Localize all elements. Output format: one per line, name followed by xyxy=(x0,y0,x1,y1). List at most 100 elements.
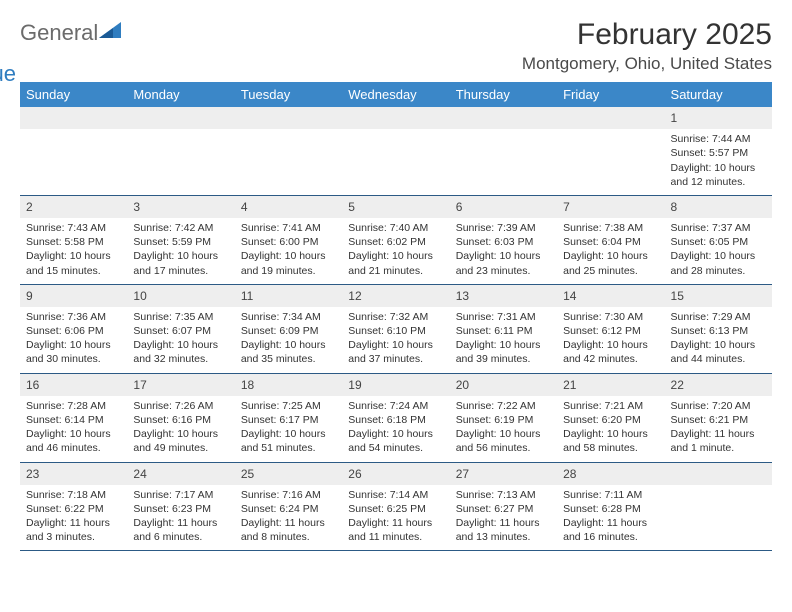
sunrise-text: Sunrise: 7:20 AM xyxy=(671,399,766,413)
daylight-line2: and 42 minutes. xyxy=(563,352,658,366)
daylight-line1: Daylight: 11 hours xyxy=(133,516,228,530)
logo-triangle-icon xyxy=(99,22,121,38)
sunset-text: Sunset: 6:05 PM xyxy=(671,235,766,249)
day-cell: 6Sunrise: 7:39 AMSunset: 6:03 PMDaylight… xyxy=(450,196,557,284)
day-cell: 21Sunrise: 7:21 AMSunset: 6:20 PMDayligh… xyxy=(557,374,664,462)
sunrise-text: Sunrise: 7:21 AM xyxy=(563,399,658,413)
daylight-line2: and 6 minutes. xyxy=(133,530,228,544)
day-cell xyxy=(557,107,664,195)
day-number xyxy=(450,107,557,129)
day-cell: 3Sunrise: 7:42 AMSunset: 5:59 PMDaylight… xyxy=(127,196,234,284)
sunset-text: Sunset: 6:04 PM xyxy=(563,235,658,249)
sunrise-text: Sunrise: 7:42 AM xyxy=(133,221,228,235)
sunset-text: Sunset: 6:21 PM xyxy=(671,413,766,427)
daylight-line1: Daylight: 10 hours xyxy=(133,338,228,352)
daylight-line1: Daylight: 10 hours xyxy=(563,249,658,263)
day-cell: 19Sunrise: 7:24 AMSunset: 6:18 PMDayligh… xyxy=(342,374,449,462)
daylight-line2: and 19 minutes. xyxy=(241,264,336,278)
day-number: 20 xyxy=(450,374,557,396)
day-number: 21 xyxy=(557,374,664,396)
day-number: 5 xyxy=(342,196,449,218)
sunrise-text: Sunrise: 7:38 AM xyxy=(563,221,658,235)
day-body: Sunrise: 7:17 AMSunset: 6:23 PMDaylight:… xyxy=(127,485,234,551)
day-cell: 13Sunrise: 7:31 AMSunset: 6:11 PMDayligh… xyxy=(450,285,557,373)
daylight-line1: Daylight: 11 hours xyxy=(563,516,658,530)
sunrise-text: Sunrise: 7:32 AM xyxy=(348,310,443,324)
sunrise-text: Sunrise: 7:39 AM xyxy=(456,221,551,235)
day-cell xyxy=(342,107,449,195)
logo-word2: Blue xyxy=(0,61,16,86)
day-body: Sunrise: 7:25 AMSunset: 6:17 PMDaylight:… xyxy=(235,396,342,462)
day-body: Sunrise: 7:38 AMSunset: 6:04 PMDaylight:… xyxy=(557,218,664,284)
daylight-line2: and 39 minutes. xyxy=(456,352,551,366)
day-cell: 27Sunrise: 7:13 AMSunset: 6:27 PMDayligh… xyxy=(450,463,557,551)
day-body: Sunrise: 7:13 AMSunset: 6:27 PMDaylight:… xyxy=(450,485,557,551)
sunset-text: Sunset: 6:27 PM xyxy=(456,502,551,516)
day-cell: 7Sunrise: 7:38 AMSunset: 6:04 PMDaylight… xyxy=(557,196,664,284)
daylight-line1: Daylight: 10 hours xyxy=(671,249,766,263)
sunrise-text: Sunrise: 7:41 AM xyxy=(241,221,336,235)
sunset-text: Sunset: 6:24 PM xyxy=(241,502,336,516)
daylight-line2: and 28 minutes. xyxy=(671,264,766,278)
sunset-text: Sunset: 6:14 PM xyxy=(26,413,121,427)
day-cell: 20Sunrise: 7:22 AMSunset: 6:19 PMDayligh… xyxy=(450,374,557,462)
daylight-line1: Daylight: 10 hours xyxy=(348,249,443,263)
title-block: February 2025 Montgomery, Ohio, United S… xyxy=(522,18,772,74)
logo-word1: General xyxy=(20,20,98,45)
daylight-line1: Daylight: 10 hours xyxy=(456,338,551,352)
sunrise-text: Sunrise: 7:25 AM xyxy=(241,399,336,413)
daylight-line2: and 21 minutes. xyxy=(348,264,443,278)
sunset-text: Sunset: 6:12 PM xyxy=(563,324,658,338)
day-body: Sunrise: 7:21 AMSunset: 6:20 PMDaylight:… xyxy=(557,396,664,462)
day-cell: 9Sunrise: 7:36 AMSunset: 6:06 PMDaylight… xyxy=(20,285,127,373)
daylight-line1: Daylight: 10 hours xyxy=(456,427,551,441)
daylight-line1: Daylight: 10 hours xyxy=(241,427,336,441)
day-number xyxy=(557,107,664,129)
daylight-line2: and 16 minutes. xyxy=(563,530,658,544)
day-cell: 25Sunrise: 7:16 AMSunset: 6:24 PMDayligh… xyxy=(235,463,342,551)
month-title: February 2025 xyxy=(522,18,772,52)
day-cell: 2Sunrise: 7:43 AMSunset: 5:58 PMDaylight… xyxy=(20,196,127,284)
day-number: 9 xyxy=(20,285,127,307)
sunrise-text: Sunrise: 7:28 AM xyxy=(26,399,121,413)
day-number: 4 xyxy=(235,196,342,218)
day-body: Sunrise: 7:34 AMSunset: 6:09 PMDaylight:… xyxy=(235,307,342,373)
day-cell: 1Sunrise: 7:44 AMSunset: 5:57 PMDaylight… xyxy=(665,107,772,195)
day-cell: 16Sunrise: 7:28 AMSunset: 6:14 PMDayligh… xyxy=(20,374,127,462)
sunset-text: Sunset: 6:06 PM xyxy=(26,324,121,338)
day-cell: 8Sunrise: 7:37 AMSunset: 6:05 PMDaylight… xyxy=(665,196,772,284)
sunset-text: Sunset: 5:59 PM xyxy=(133,235,228,249)
daylight-line2: and 46 minutes. xyxy=(26,441,121,455)
day-cell xyxy=(450,107,557,195)
day-body: Sunrise: 7:16 AMSunset: 6:24 PMDaylight:… xyxy=(235,485,342,551)
day-number: 6 xyxy=(450,196,557,218)
daylight-line1: Daylight: 10 hours xyxy=(563,338,658,352)
sunrise-text: Sunrise: 7:36 AM xyxy=(26,310,121,324)
day-number xyxy=(235,107,342,129)
daylight-line2: and 3 minutes. xyxy=(26,530,121,544)
sunset-text: Sunset: 6:23 PM xyxy=(133,502,228,516)
day-body: Sunrise: 7:31 AMSunset: 6:11 PMDaylight:… xyxy=(450,307,557,373)
daylight-line1: Daylight: 10 hours xyxy=(456,249,551,263)
daylight-line2: and 58 minutes. xyxy=(563,441,658,455)
day-body: Sunrise: 7:22 AMSunset: 6:19 PMDaylight:… xyxy=(450,396,557,462)
day-body: Sunrise: 7:20 AMSunset: 6:21 PMDaylight:… xyxy=(665,396,772,462)
sunrise-text: Sunrise: 7:13 AM xyxy=(456,488,551,502)
location: Montgomery, Ohio, United States xyxy=(522,54,772,74)
day-number: 23 xyxy=(20,463,127,485)
daylight-line1: Daylight: 10 hours xyxy=(671,338,766,352)
day-number xyxy=(665,463,772,485)
sunset-text: Sunset: 6:18 PM xyxy=(348,413,443,427)
daylight-line1: Daylight: 10 hours xyxy=(563,427,658,441)
sunset-text: Sunset: 6:00 PM xyxy=(241,235,336,249)
day-body: Sunrise: 7:11 AMSunset: 6:28 PMDaylight:… xyxy=(557,485,664,551)
day-number xyxy=(20,107,127,129)
daylight-line1: Daylight: 11 hours xyxy=(671,427,766,441)
weekday-monday: Monday xyxy=(127,82,234,107)
day-number: 14 xyxy=(557,285,664,307)
day-number: 7 xyxy=(557,196,664,218)
day-cell: 12Sunrise: 7:32 AMSunset: 6:10 PMDayligh… xyxy=(342,285,449,373)
day-cell xyxy=(20,107,127,195)
sunrise-text: Sunrise: 7:40 AM xyxy=(348,221,443,235)
sunrise-text: Sunrise: 7:11 AM xyxy=(563,488,658,502)
